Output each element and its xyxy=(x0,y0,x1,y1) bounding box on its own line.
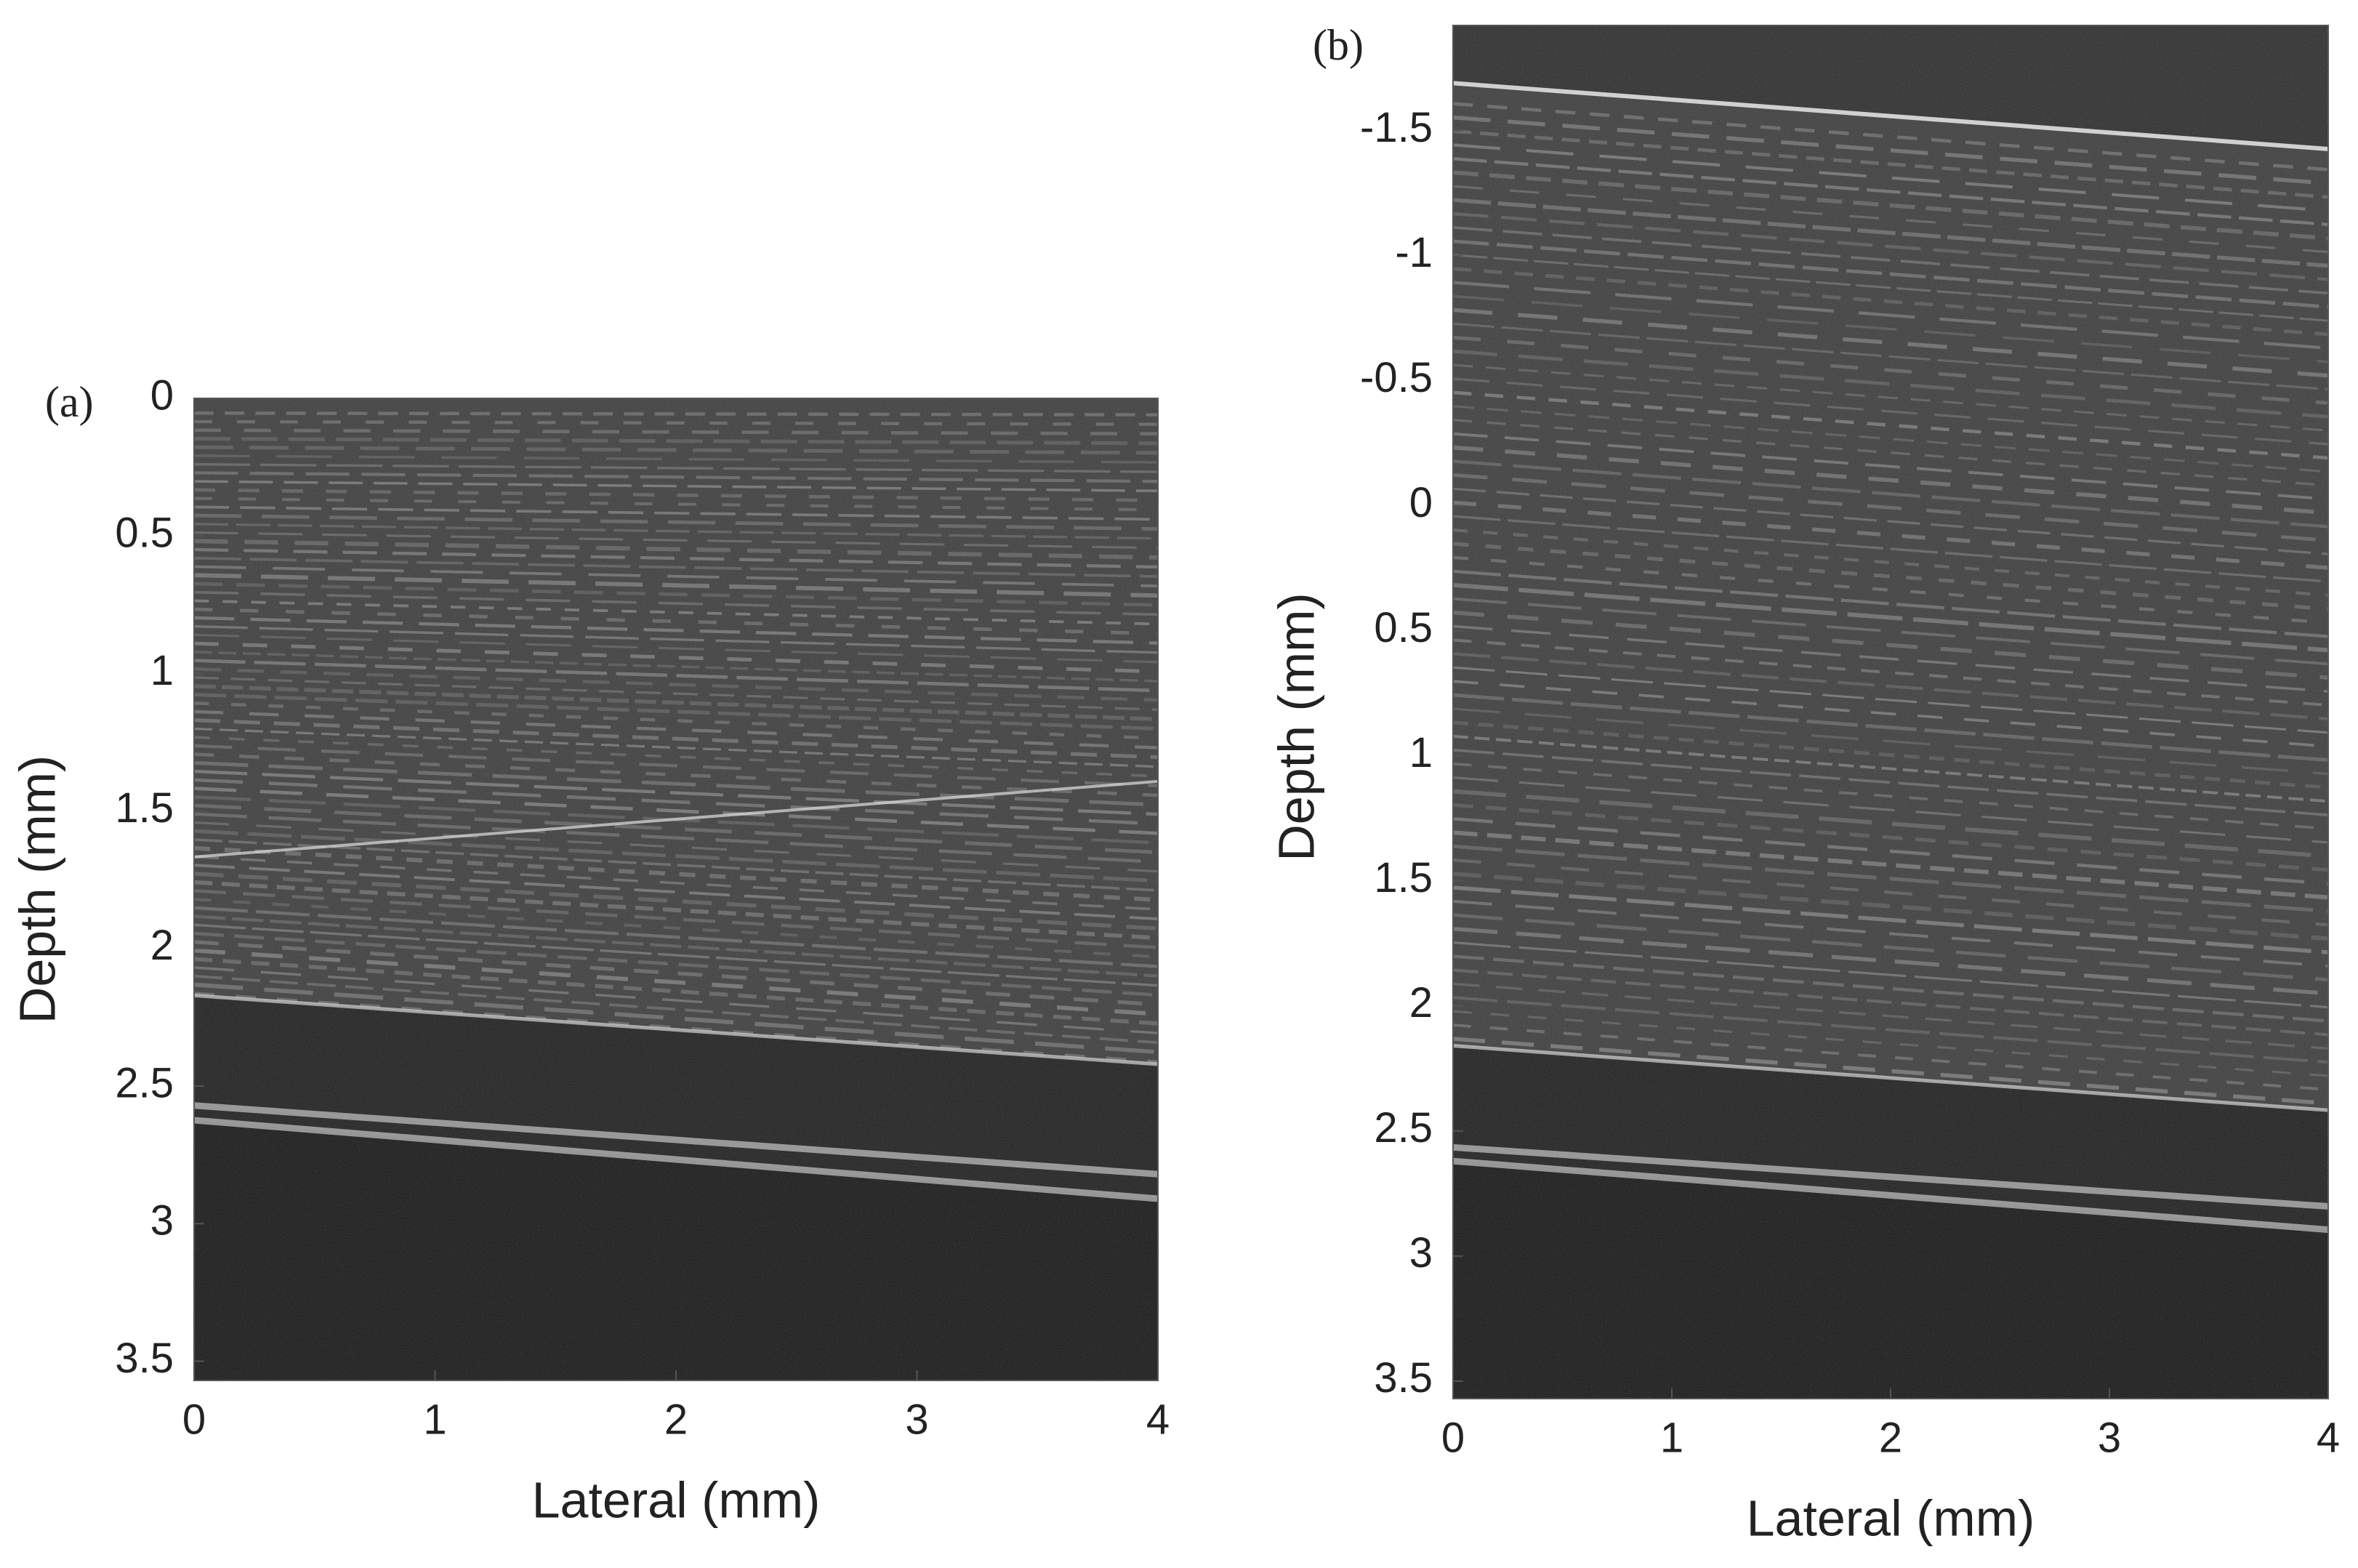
y-tick-label: 2 xyxy=(150,922,174,969)
panel: 0 1 2 3 4 -1.5 -1 -0.5 0 0.5 1 1.5 2 2.5 3 3.5 Lateral (… xyxy=(1268,21,2340,1547)
panel-label: (b) xyxy=(1313,21,1364,69)
y-tick-label: 3.5 xyxy=(115,1335,174,1382)
x-tick-label: 0 xyxy=(182,1396,206,1443)
y-tick-label: -1 xyxy=(1395,229,1433,276)
interface-line xyxy=(1453,1157,2328,1234)
y-tick-label: 1 xyxy=(150,647,174,694)
surface-line xyxy=(1453,81,2328,152)
x-tick-label: 3 xyxy=(905,1396,928,1443)
x-tick-label: 1 xyxy=(423,1396,446,1443)
y-tick-label: 0.5 xyxy=(1374,604,1433,651)
y-tick-label: 1 xyxy=(1409,729,1433,776)
x-tick-label: 2 xyxy=(1879,1414,1902,1461)
y-tick-label: -0.5 xyxy=(1360,354,1433,401)
artifact-line xyxy=(194,779,1158,859)
boundary-line xyxy=(1453,1044,2328,1112)
speckle xyxy=(194,398,1158,1380)
interface-line xyxy=(194,1102,1158,1178)
x-tick-label: 4 xyxy=(1146,1396,1170,1443)
y-tick-label: 2.5 xyxy=(1374,1104,1433,1151)
y-tick-label: 2.5 xyxy=(115,1059,174,1106)
y-tick-label: 0.5 xyxy=(115,510,174,557)
interface-line xyxy=(194,1117,1158,1202)
y-tick-label: 2 xyxy=(1409,979,1433,1026)
y-tick-label: 0 xyxy=(150,371,174,419)
y-tick-label: 3 xyxy=(1409,1229,1433,1276)
y-tick-label: 3.5 xyxy=(1374,1354,1433,1402)
x-tick-label: 2 xyxy=(664,1396,688,1443)
oct-image xyxy=(1453,25,2328,1399)
y-tick-label: 0 xyxy=(1409,479,1433,526)
oct-image xyxy=(194,398,1158,1380)
x-tick-label: 4 xyxy=(2317,1414,2340,1461)
panel: 0 1 2 3 4 0 0.5 1 1.5 2 2.5 3 3.5 Lateral (mm) Depth (… xyxy=(9,371,1170,1528)
y-tick-label: 3 xyxy=(150,1197,174,1245)
y-tick-label: 1.5 xyxy=(1374,854,1433,901)
x-tick-label: 0 xyxy=(1441,1414,1465,1461)
y-tick-label: 1.5 xyxy=(115,784,174,832)
x-axis-label: Lateral (mm) xyxy=(1747,1489,2035,1546)
y-axis-label: Depth (mm) xyxy=(9,755,65,1024)
x-axis-label: Lateral (mm) xyxy=(532,1471,821,1528)
y-axis-label: Depth (mm) xyxy=(1268,592,1324,861)
x-tick-label: 3 xyxy=(2098,1414,2121,1461)
x-tick-label: 1 xyxy=(1660,1414,1683,1461)
boundary-line xyxy=(194,993,1158,1066)
y-tick-label: -1.5 xyxy=(1360,104,1433,151)
interface-line xyxy=(1453,1143,2328,1210)
panel-label: (a) xyxy=(45,378,94,426)
